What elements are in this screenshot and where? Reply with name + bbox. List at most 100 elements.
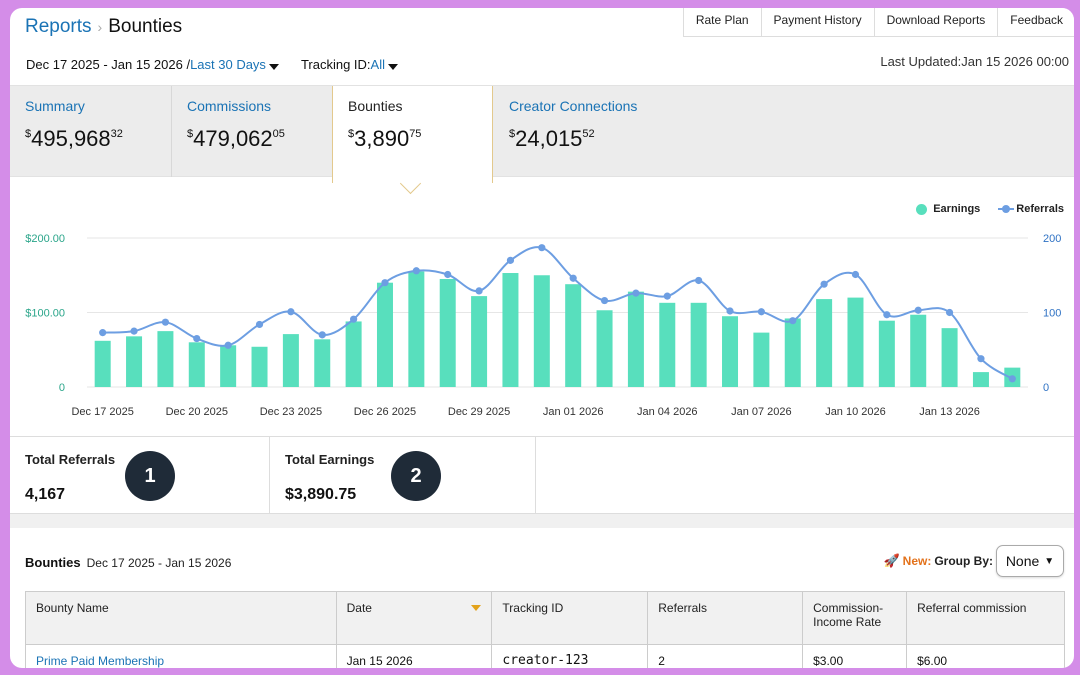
bar-earnings bbox=[94, 340, 111, 387]
chart-canvas: 0 0 $100.00 100 $200.00 200 Dec 17 2025 Dec 20 … bbox=[25, 233, 1061, 418]
breadcrumb-reports-link[interactable]: Reports bbox=[25, 16, 92, 37]
rate-plan-link[interactable]: Rate Plan bbox=[682, 8, 762, 37]
group-by-select[interactable]: None ▼ bbox=[996, 545, 1064, 577]
bounty-name-link[interactable]: Prime Paid Membership bbox=[36, 653, 165, 668]
total-referrals-label: Total Referrals bbox=[25, 452, 116, 467]
chevron-right-icon: › bbox=[97, 19, 103, 35]
x-tick-label: Dec 26 2025 bbox=[354, 406, 416, 418]
column-header-referral-commission[interactable]: Referral commission bbox=[906, 591, 1065, 645]
amount-cents: 52 bbox=[582, 128, 595, 140]
tab-label: Creator Connections bbox=[509, 98, 638, 114]
point-referrals bbox=[350, 315, 358, 323]
x-tick-label: Jan 10 2026 bbox=[825, 406, 886, 418]
point-referrals bbox=[883, 311, 891, 319]
bar-earnings bbox=[753, 332, 770, 387]
column-header-commission-rate[interactable]: Commission-Income Rate bbox=[802, 591, 908, 645]
point-referrals bbox=[318, 331, 326, 339]
breadcrumb: Reports › Bounties bbox=[25, 16, 182, 38]
point-referrals bbox=[412, 267, 420, 275]
tracking-id-label: Tracking ID: bbox=[300, 57, 371, 72]
top-links: Rate Plan Payment History Download Repor… bbox=[682, 8, 1074, 37]
point-referrals bbox=[224, 341, 232, 349]
currency-symbol: $ bbox=[348, 128, 355, 140]
tab-bounties[interactable]: Bounties $3,89075 bbox=[332, 86, 493, 183]
chart-legend: Earnings Referrals bbox=[916, 203, 1064, 215]
point-referrals bbox=[977, 355, 985, 363]
group-by-label: Group By: bbox=[934, 554, 993, 568]
column-header-date[interactable]: Date bbox=[335, 591, 493, 645]
legend-referrals[interactable]: Referrals bbox=[998, 203, 1064, 215]
point-referrals bbox=[161, 318, 170, 326]
rocket-icon: 🚀 bbox=[883, 553, 900, 568]
y-right-tick-label: 200 bbox=[1043, 233, 1061, 245]
section-divider bbox=[10, 514, 1074, 528]
point-referrals bbox=[632, 289, 640, 297]
column-header-referrals[interactable]: Referrals bbox=[647, 591, 804, 645]
tracking-id-filter[interactable]: Tracking ID:All bbox=[301, 57, 398, 72]
bar-earnings bbox=[282, 334, 299, 387]
tab-commissions[interactable]: Commissions $479,06205 bbox=[172, 86, 332, 177]
y-left-tick-label: 0 bbox=[59, 382, 65, 394]
column-header-bounty-name[interactable]: Bounty Name bbox=[25, 591, 337, 645]
tab-amount: $3,89075 bbox=[348, 126, 477, 152]
point-referrals bbox=[444, 270, 452, 279]
bar-earnings bbox=[565, 284, 582, 387]
table-row: Prime Paid Membership Jan 15 2026 creato… bbox=[25, 644, 1065, 668]
tab-creator-connections[interactable]: Creator Connections $24,01552 bbox=[494, 86, 684, 177]
last-updated-text: Last Updated:Jan 15 2026 00:00 bbox=[880, 54, 1069, 69]
total-referrals-card: Total Referrals 4,167 bbox=[10, 437, 270, 514]
point-referrals bbox=[287, 308, 295, 316]
section-date-range: Dec 17 2025 - Jan 15 2026 bbox=[86, 556, 232, 570]
column-header-tracking-id[interactable]: Tracking ID bbox=[491, 591, 649, 645]
bar-earnings bbox=[627, 291, 644, 387]
caret-down-icon bbox=[387, 64, 398, 70]
legend-earnings[interactable]: Earnings bbox=[916, 203, 980, 215]
annotation-badge-1: 1 bbox=[125, 451, 175, 501]
currency-symbol: $ bbox=[509, 128, 516, 140]
bar-earnings bbox=[126, 336, 143, 387]
bar-earnings bbox=[376, 282, 393, 387]
group-by-value: None bbox=[1005, 553, 1040, 569]
tab-summary[interactable]: Summary $495,96832 bbox=[10, 86, 172, 177]
tab-amount: $495,96832 bbox=[25, 126, 156, 152]
currency-symbol: $ bbox=[25, 128, 32, 140]
y-right-tick-label: 0 bbox=[1043, 382, 1049, 394]
point-referrals bbox=[820, 280, 828, 288]
point-referrals bbox=[945, 308, 954, 317]
tab-amount: $479,06205 bbox=[187, 126, 317, 152]
download-reports-link[interactable]: Download Reports bbox=[874, 8, 999, 37]
x-tick-label: Jan 13 2026 bbox=[919, 406, 980, 418]
point-referrals bbox=[695, 276, 703, 285]
bar-earnings bbox=[878, 320, 895, 387]
date-preset-label: Last 30 Days bbox=[190, 57, 266, 72]
tab-label: Bounties bbox=[348, 98, 403, 114]
bar-earnings bbox=[816, 299, 833, 387]
x-tick-label: Dec 20 2025 bbox=[166, 406, 228, 418]
bar-earnings bbox=[314, 339, 331, 387]
feedback-link[interactable]: Feedback bbox=[998, 8, 1074, 37]
amount-whole: 3,890 bbox=[354, 126, 410, 151]
point-referrals bbox=[726, 307, 734, 315]
point-referrals bbox=[757, 308, 765, 316]
chevron-down-icon: ▼ bbox=[1044, 555, 1055, 567]
column-header-date-label: Date bbox=[346, 601, 372, 615]
tab-label: Summary bbox=[25, 98, 85, 114]
bar-earnings bbox=[784, 318, 801, 387]
bar-earnings bbox=[690, 302, 707, 387]
tab-amount: $24,01552 bbox=[509, 126, 669, 152]
point-referrals bbox=[506, 256, 515, 264]
page-title: Bounties bbox=[108, 16, 183, 37]
bar-earnings bbox=[471, 296, 488, 387]
referrals-swatch-icon bbox=[998, 205, 1015, 213]
point-referrals bbox=[130, 327, 138, 335]
y-left-tick-label: $200.00 bbox=[25, 233, 65, 245]
point-referrals bbox=[381, 279, 389, 287]
cell-referral-commission: $6.00 bbox=[906, 644, 1065, 668]
point-referrals bbox=[99, 329, 107, 337]
annotation-badge-2: 2 bbox=[391, 451, 441, 501]
total-earnings-card: Total Earnings $3,890.75 bbox=[270, 437, 536, 514]
date-preset-dropdown[interactable]: Last 30 Days bbox=[190, 57, 279, 72]
amount-whole: 24,015 bbox=[515, 126, 583, 151]
amount-cents: 32 bbox=[110, 128, 123, 140]
payment-history-link[interactable]: Payment History bbox=[761, 8, 875, 37]
